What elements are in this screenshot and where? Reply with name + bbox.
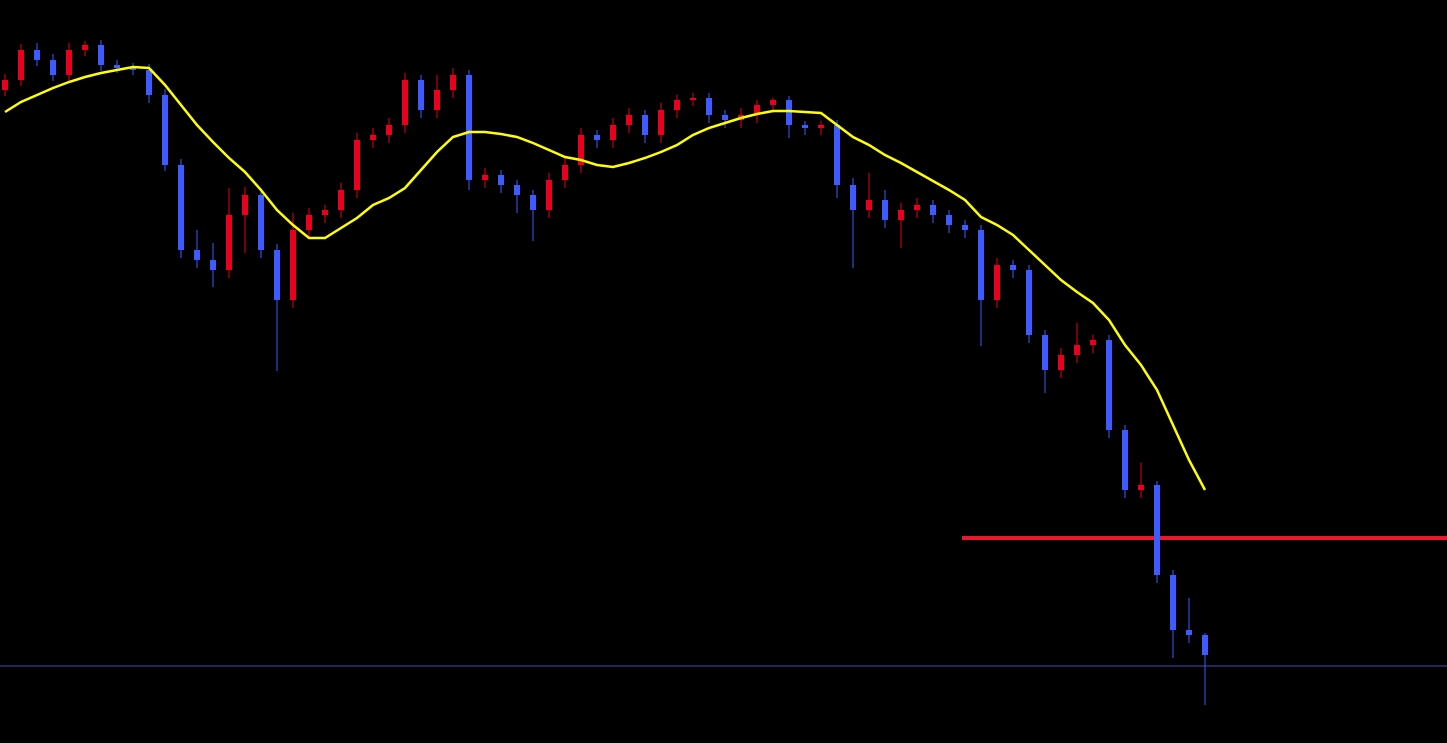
candle-body (338, 190, 344, 210)
candle-body (98, 45, 104, 65)
candle-body (1186, 630, 1192, 635)
candle-body (658, 110, 664, 135)
candle-body (562, 165, 568, 180)
candle-body (178, 165, 184, 250)
candle-body (770, 100, 776, 105)
candle-body (466, 75, 472, 180)
candle-body (722, 115, 728, 120)
candle-body (1026, 270, 1032, 335)
candle-body (290, 230, 296, 300)
candle-body (130, 68, 136, 70)
candle-body (386, 125, 392, 135)
candle-body (802, 125, 808, 128)
candle-body (226, 215, 232, 270)
candle-body (754, 105, 760, 115)
candle-body (450, 75, 456, 90)
candle-body (930, 205, 936, 215)
candle-body (322, 210, 328, 215)
candle-body (866, 200, 872, 210)
candle-body (578, 135, 584, 165)
candle-body (1122, 430, 1128, 490)
candle-body (834, 125, 840, 185)
candle-body (1042, 335, 1048, 370)
candle-body (898, 210, 904, 220)
moving-average (4, 65, 1207, 491)
candle-body (946, 215, 952, 225)
candle-body (34, 50, 40, 60)
candle-body (914, 205, 920, 210)
candle-body (514, 185, 520, 195)
candle-body (786, 100, 792, 125)
candle-body (114, 65, 120, 68)
candle-body (1106, 340, 1112, 430)
candle-body (354, 140, 360, 190)
candle-body (50, 60, 56, 75)
candle-body (194, 250, 200, 260)
candle-body (1090, 340, 1096, 345)
candle-body (1010, 265, 1016, 270)
candle-body (434, 90, 440, 110)
candle-body (690, 98, 696, 100)
candle-body (306, 215, 312, 230)
candle-body (274, 250, 280, 300)
candle-body (1202, 635, 1208, 655)
candle-body (818, 125, 824, 128)
candle-body (626, 115, 632, 125)
candle-body (370, 135, 376, 140)
candle-body (418, 80, 424, 110)
candle-body (242, 195, 248, 215)
candle-body (1074, 345, 1080, 355)
candle-body (18, 50, 24, 80)
candle-body (1154, 485, 1160, 575)
candle-body (210, 260, 216, 270)
candle-body (610, 125, 616, 140)
candle-body (1058, 355, 1064, 370)
candle-body (674, 100, 680, 110)
candle-body (594, 135, 600, 140)
candle-body (530, 195, 536, 210)
candle-body (706, 98, 712, 115)
candle-body (82, 45, 88, 50)
candle-body (146, 70, 152, 95)
candle-body (1170, 575, 1176, 630)
candle-body (882, 200, 888, 220)
candle-body (642, 115, 648, 135)
candle-body (162, 95, 168, 165)
candle-body (498, 175, 504, 185)
candle-body (482, 175, 488, 180)
candle-body (994, 265, 1000, 300)
candle-body (402, 80, 408, 125)
candle-body (2, 80, 8, 90)
candle-body (850, 185, 856, 210)
candle-body (546, 180, 552, 210)
candle-body (258, 195, 264, 250)
candle-body (66, 50, 72, 75)
candle-body (978, 230, 984, 300)
candle-body (962, 225, 968, 230)
candle-body (1138, 485, 1144, 490)
